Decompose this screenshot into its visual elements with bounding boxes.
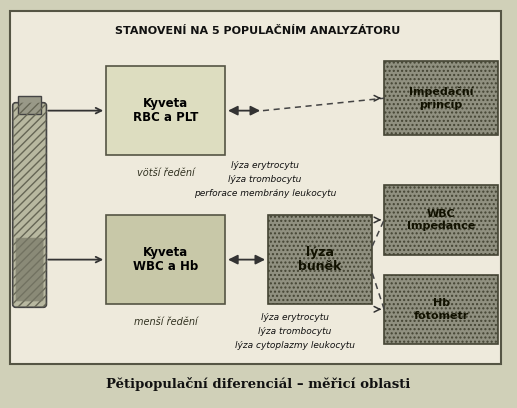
Bar [384, 61, 498, 135]
Text: lýza trombocytu: lýza trombocytu [229, 175, 301, 184]
Text: Kyveta: Kyveta [143, 246, 188, 259]
Text: vötší ředění: vötší ředění [137, 168, 194, 178]
Bar [384, 61, 498, 135]
Text: lýza cytoplazmy leukocytu: lýza cytoplazmy leukocytu [235, 341, 355, 350]
FancyBboxPatch shape [16, 238, 43, 302]
FancyBboxPatch shape [13, 103, 47, 307]
Text: RBC a PLT: RBC a PLT [133, 111, 199, 124]
Bar [384, 185, 498, 255]
Bar [18, 96, 41, 113]
Text: Pětipopulační diferenciál – měřicí oblasti: Pětipopulační diferenciál – měřicí oblas… [106, 377, 410, 391]
Text: lýza: lýza [306, 246, 334, 259]
Bar [384, 275, 498, 344]
Text: Kyveta: Kyveta [143, 98, 188, 111]
Text: Hb: Hb [433, 298, 450, 308]
Text: lýza trombocytu: lýza trombocytu [258, 327, 331, 336]
Bar [268, 215, 372, 304]
Bar [268, 215, 372, 304]
Text: WBC a Hb: WBC a Hb [133, 260, 198, 273]
Bar [384, 185, 498, 255]
Text: lýza erytrocytu: lýza erytrocytu [261, 313, 329, 322]
Text: Impedance: Impedance [407, 221, 475, 231]
Text: fotometr: fotometr [414, 310, 469, 321]
Text: princip: princip [420, 100, 463, 110]
Bar [10, 11, 501, 364]
Text: buněk: buněk [298, 260, 342, 273]
Bar [106, 215, 225, 304]
Text: menší ředění: menší ředění [134, 317, 197, 327]
Text: lýza erytrocytu: lýza erytrocytu [231, 161, 299, 170]
Text: Impedační: Impedační [409, 86, 474, 97]
Text: WBC: WBC [427, 208, 455, 219]
Text: perforace membrány leukocytu: perforace membrány leukocytu [194, 188, 336, 197]
Bar [384, 275, 498, 344]
Bar [106, 66, 225, 155]
Text: STANOVENÍ NA 5 POPULAČNÍM ANALYZÁTORU: STANOVENÍ NA 5 POPULAČNÍM ANALYZÁTORU [115, 26, 401, 36]
